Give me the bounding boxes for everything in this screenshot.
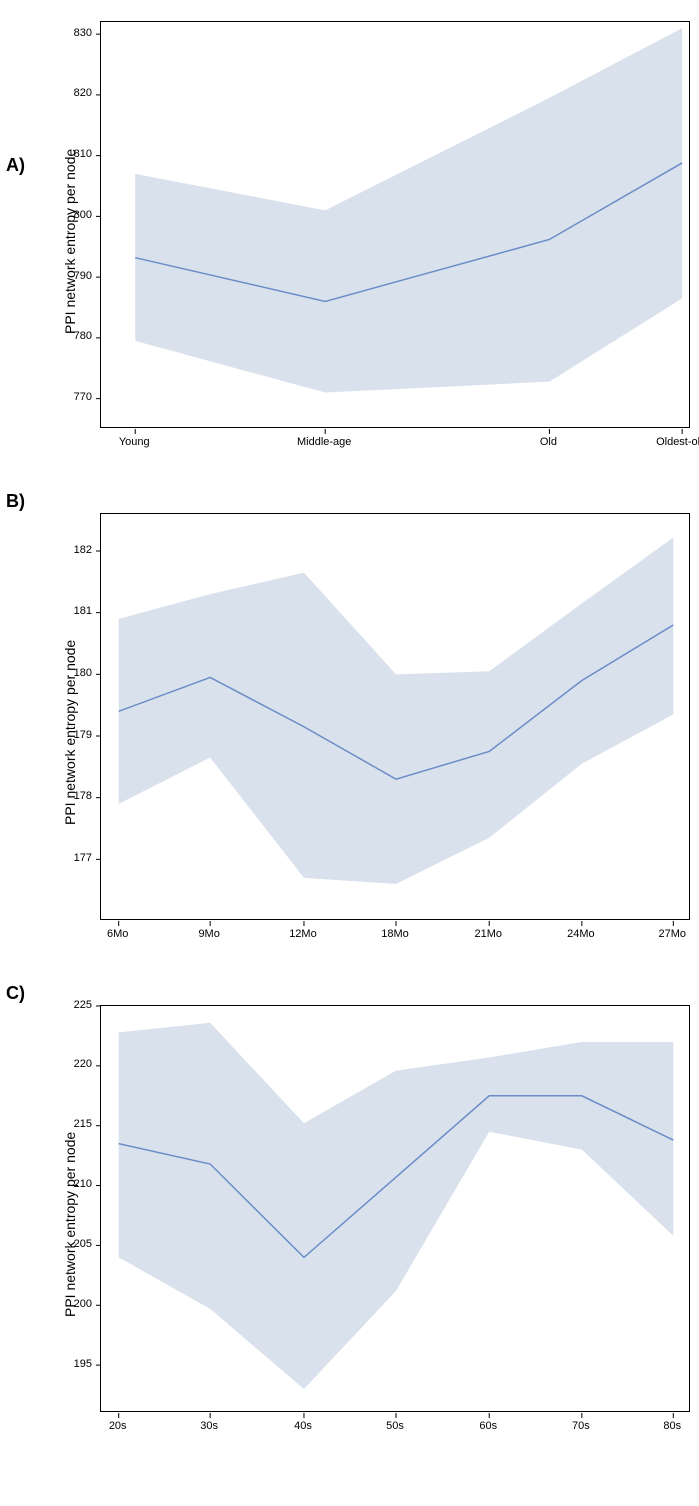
x-tick-label: 80s (663, 1420, 681, 1432)
panel-label-a: A) (6, 155, 25, 176)
y-tick-label: 220 (74, 1058, 92, 1070)
y-axis-label: PPI network entropy per node (62, 640, 78, 825)
chart-b (100, 513, 690, 920)
y-tick-label: 830 (74, 27, 92, 39)
chart-c (100, 1005, 690, 1412)
y-tick-label: 195 (74, 1358, 92, 1370)
y-tick-label: 215 (74, 1118, 92, 1130)
panel-label-c: C) (6, 983, 25, 1004)
chart-svg-b (101, 514, 691, 921)
y-tick-label: 225 (74, 999, 92, 1011)
y-tick-label: 177 (74, 852, 92, 864)
y-tick-label: 182 (74, 544, 92, 556)
x-tick-label: 60s (479, 1420, 497, 1432)
y-axis-label: PPI network entropy per node (62, 1132, 78, 1317)
chart-svg-a (101, 22, 691, 429)
x-tick-label: 20s (109, 1420, 127, 1432)
chart-svg-c (101, 1006, 691, 1413)
x-tick-label: 24Mo (567, 928, 595, 940)
x-tick-label: 6Mo (107, 928, 128, 940)
x-tick-label: 27Mo (659, 928, 687, 940)
figure: A)770780790800810820830YoungMiddle-ageOl… (0, 0, 699, 1506)
x-tick-label: 30s (200, 1420, 218, 1432)
x-tick-label: 70s (572, 1420, 590, 1432)
confidence-band (119, 537, 674, 884)
chart-a (100, 21, 690, 428)
x-tick-label: Young (119, 436, 150, 448)
y-tick-label: 820 (74, 87, 92, 99)
y-axis-label: PPI network entropy per node (62, 149, 78, 334)
x-tick-label: 12Mo (289, 928, 317, 940)
x-tick-label: Old (540, 436, 557, 448)
y-tick-label: 181 (74, 605, 92, 617)
x-tick-label: 9Mo (198, 928, 219, 940)
x-tick-label: 21Mo (474, 928, 502, 940)
x-tick-label: Oldest-old (656, 436, 699, 448)
y-tick-label: 770 (74, 391, 92, 403)
panel-label-b: B) (6, 491, 25, 512)
x-tick-label: 18Mo (381, 928, 409, 940)
confidence-band (119, 1023, 674, 1389)
x-tick-label: 50s (386, 1420, 404, 1432)
x-tick-label: 40s (294, 1420, 312, 1432)
x-tick-label: Middle-age (297, 436, 351, 448)
